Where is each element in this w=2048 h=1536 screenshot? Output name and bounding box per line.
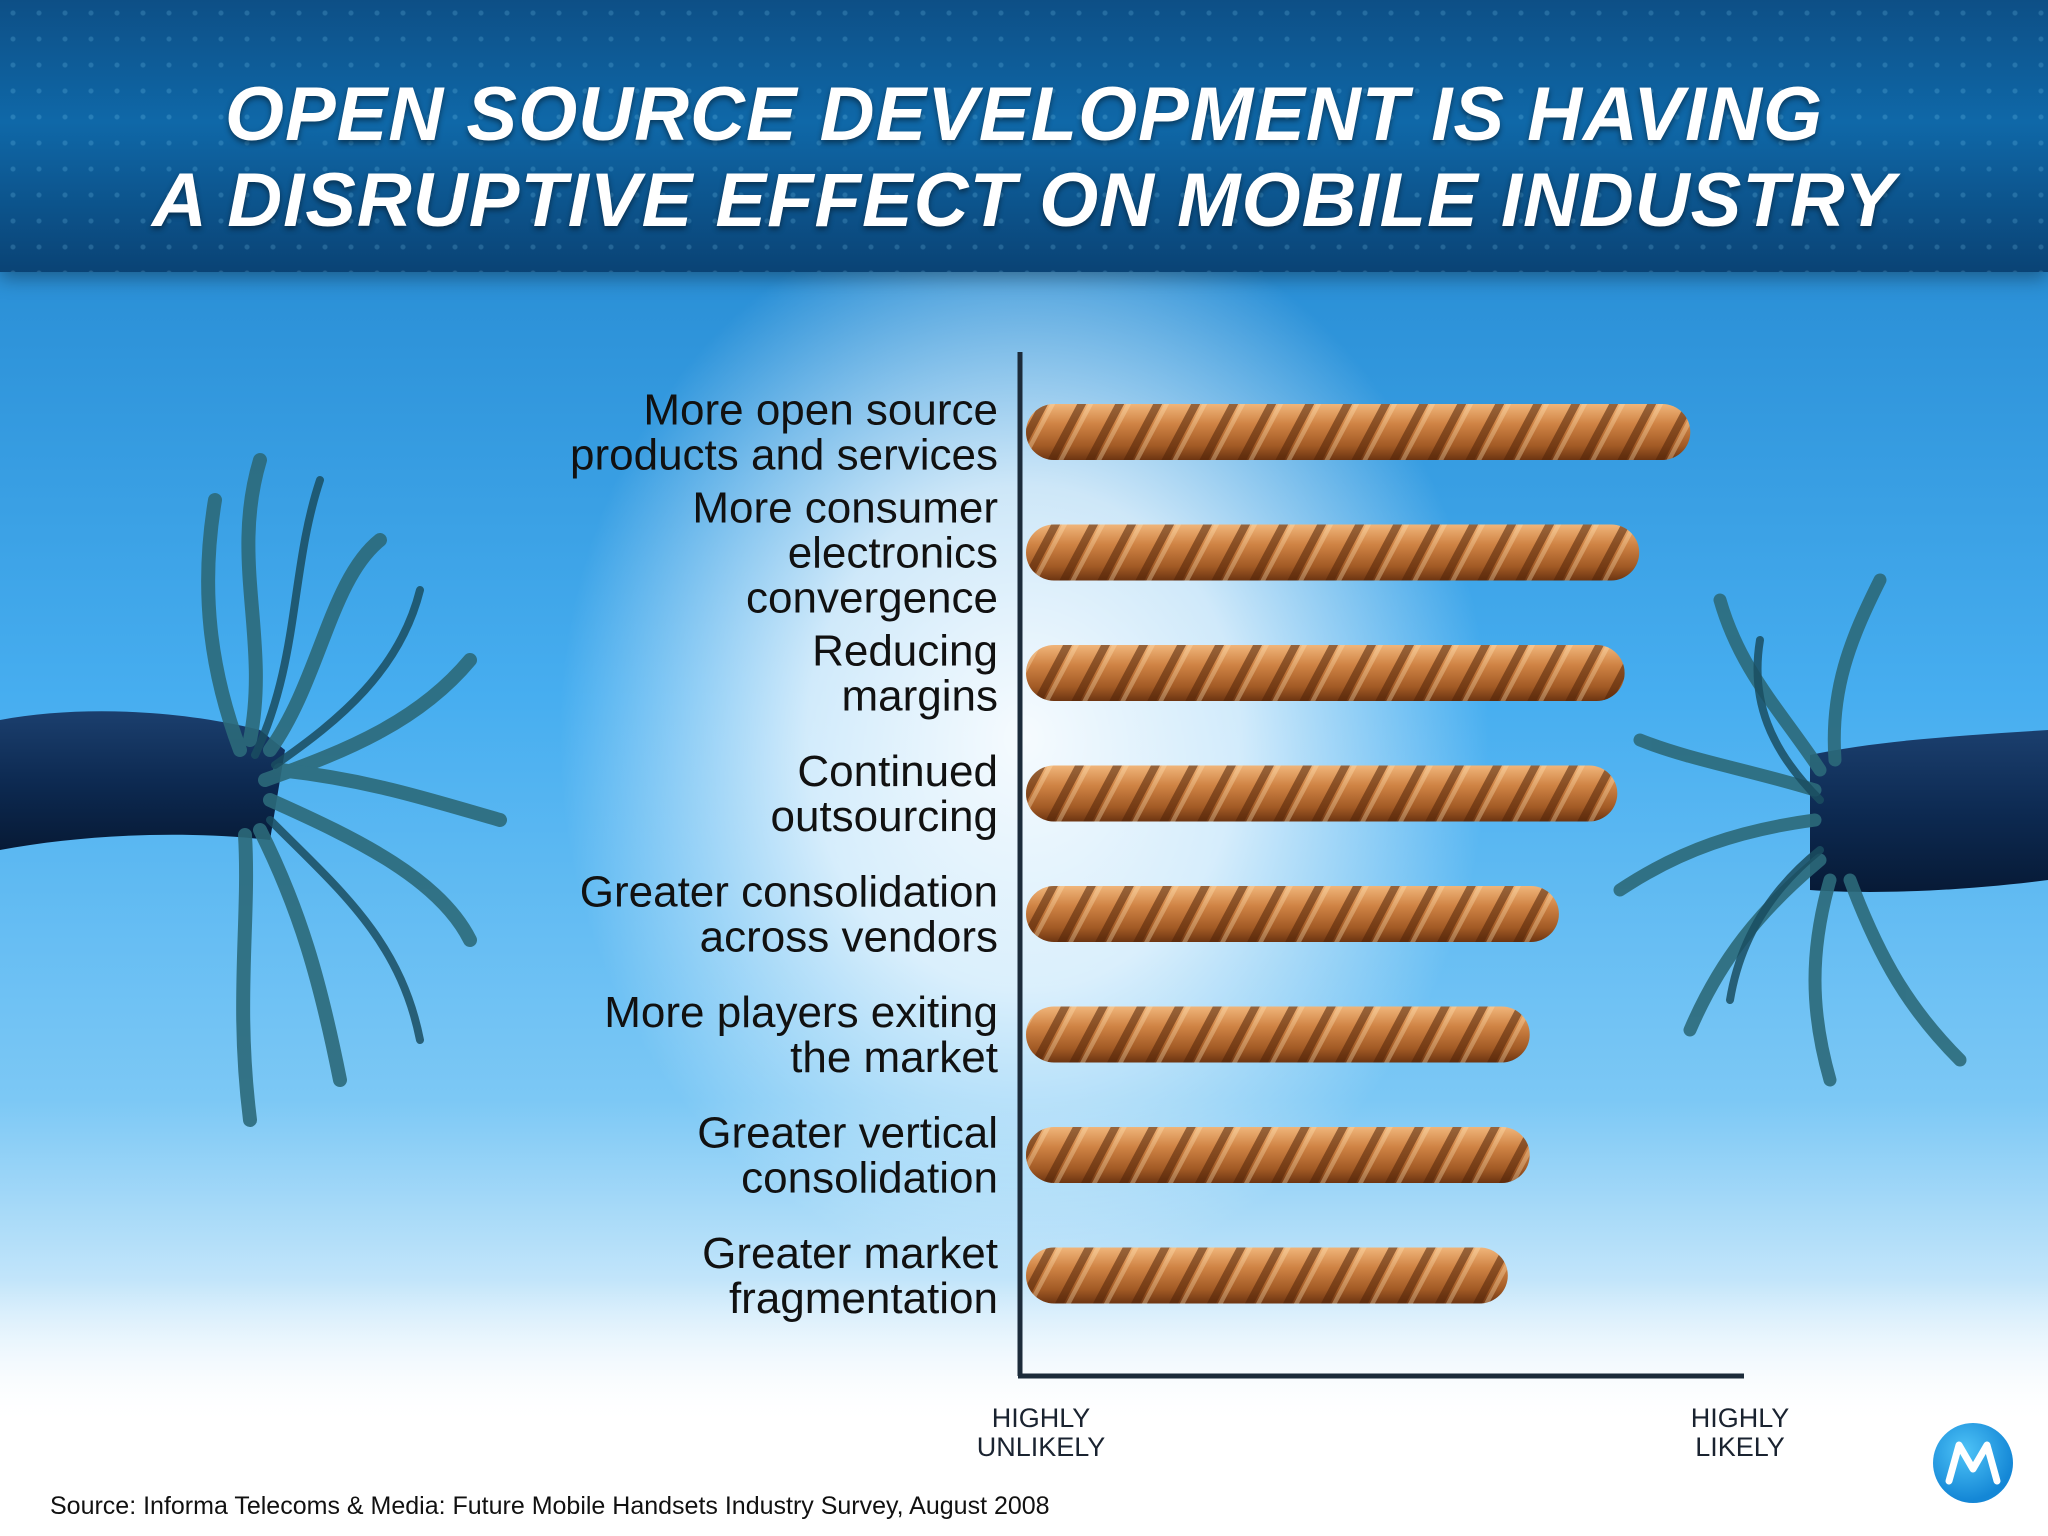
category-label-line: convergence <box>746 574 998 623</box>
x-tick-label: HIGHLY UNLIKELY <box>977 1403 1106 1462</box>
category-label-line: consolidation <box>741 1154 998 1203</box>
rope-bar <box>1026 765 1618 822</box>
torn-rope-left-image <box>0 453 507 1127</box>
rope-bar <box>1026 1247 1508 1304</box>
x-tick-label-line: UNLIKELY <box>977 1432 1106 1462</box>
source-note: Source: Informa Telecoms & Media: Future… <box>50 1492 1050 1520</box>
rope-bar-twist <box>1026 886 1559 942</box>
category-label-line: across vendors <box>700 913 998 962</box>
category-label-line: fragmentation <box>729 1274 998 1323</box>
rope-bar <box>1026 1006 1530 1063</box>
rope-bar-twist <box>1026 645 1625 701</box>
motorola-logo-glyph <box>1945 1441 2001 1485</box>
category-label-line: More players exiting <box>604 988 998 1037</box>
chart-axes <box>1017 352 1744 1379</box>
category-label-line: Greater consolidation <box>580 868 998 917</box>
category-label-line: electronics <box>788 529 998 578</box>
rope-bar-twist <box>1026 765 1618 822</box>
category-label: Greater market fragmentation <box>702 1229 998 1323</box>
x-tick-label: HIGHLY LIKELY <box>1691 1403 1790 1462</box>
rope-bar-twist <box>1026 404 1691 460</box>
category-label-line: More open source <box>643 386 998 435</box>
rope-bar-twist <box>1026 524 1640 581</box>
category-label-line: More consumer <box>692 484 998 533</box>
category-label-line: outsourcing <box>771 792 998 841</box>
header-dot-pattern <box>0 0 2048 272</box>
title-line-1: OPEN SOURCE DEVELOPMENT IS HAVING <box>224 72 1824 157</box>
rope-bar <box>1026 404 1691 460</box>
category-label-line: products and services <box>570 431 998 480</box>
chart-bars <box>1026 404 1691 1304</box>
category-label: More players exiting the market <box>604 988 998 1082</box>
category-label-line: Continued <box>797 747 998 796</box>
rope-bar-twist <box>1026 1006 1530 1063</box>
rope-bar <box>1026 1127 1530 1183</box>
motorola-logo-icon <box>1933 1423 2013 1503</box>
rope-bar <box>1026 645 1625 701</box>
category-label: More consumer electronics convergence <box>692 484 998 623</box>
category-label-line: Greater market <box>702 1229 998 1278</box>
rope-bar-twist <box>1026 1247 1508 1304</box>
category-label-line: margins <box>842 672 999 721</box>
category-label: More open source products and services <box>570 386 998 480</box>
rope-bar <box>1026 524 1640 581</box>
category-label: Greater vertical consolidation <box>697 1109 998 1203</box>
category-label-line: Reducing <box>812 627 998 676</box>
rope-bar <box>1026 886 1559 942</box>
category-label-line: Greater vertical <box>697 1109 998 1158</box>
page-title: OPEN SOURCE DEVELOPMENT IS HAVING A DISR… <box>0 72 2048 244</box>
x-tick-label-line: LIKELY <box>1695 1432 1785 1462</box>
category-label-line: the market <box>790 1033 998 1082</box>
chart-category-labels: More open source products and servicesMor… <box>570 386 998 1324</box>
rope-bar-twist <box>1026 1127 1530 1183</box>
torn-rope-right-image <box>1613 573 2048 1087</box>
x-tick-label-line: HIGHLY <box>1691 1403 1790 1433</box>
category-label: Continued outsourcing <box>771 747 998 841</box>
category-label: Greater consolidation across vendors <box>580 868 998 962</box>
x-tick-label-line: HIGHLY <box>992 1403 1091 1433</box>
header-banner <box>0 0 2048 272</box>
background-fade <box>0 1280 2048 1536</box>
category-label: Reducing margins <box>812 627 998 721</box>
title-line-2: A DISRUPTIVE EFFECT ON MOBILE INDUSTRY <box>152 158 1896 243</box>
